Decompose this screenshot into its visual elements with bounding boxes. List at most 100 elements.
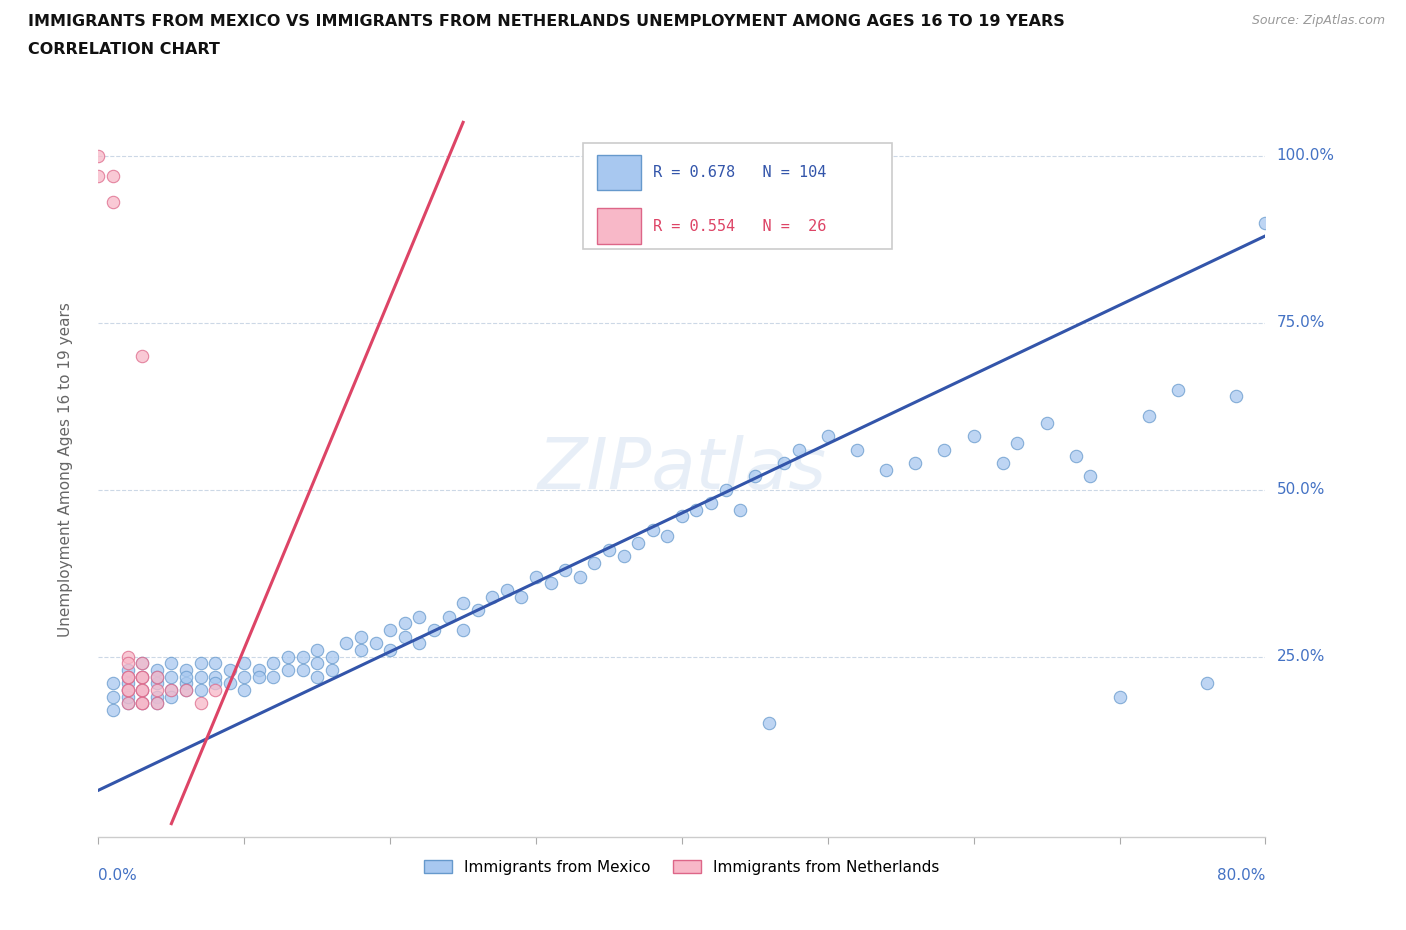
Point xyxy=(773,456,796,471)
Point xyxy=(350,643,373,658)
Text: CORRELATION CHART: CORRELATION CHART xyxy=(28,42,219,57)
Point xyxy=(758,716,780,731)
Point xyxy=(817,429,839,444)
Point xyxy=(146,696,169,711)
Point xyxy=(451,622,474,637)
Point xyxy=(307,656,329,671)
Point xyxy=(131,696,153,711)
Point xyxy=(467,603,489,618)
Text: R = 0.554   N =  26: R = 0.554 N = 26 xyxy=(652,219,827,233)
Point xyxy=(744,469,766,484)
Point xyxy=(101,703,124,718)
Point xyxy=(291,662,314,677)
Point xyxy=(627,536,650,551)
Point xyxy=(117,696,139,711)
Point xyxy=(160,689,183,704)
Point xyxy=(247,662,270,677)
Point xyxy=(160,670,183,684)
Point xyxy=(408,609,430,624)
Point xyxy=(321,662,343,677)
Point xyxy=(117,683,139,698)
Point xyxy=(146,670,169,684)
Point xyxy=(423,622,446,637)
Point xyxy=(685,502,707,517)
Point xyxy=(583,556,606,571)
Text: ZIPatlas: ZIPatlas xyxy=(537,435,827,504)
Point xyxy=(904,456,927,471)
Point xyxy=(174,676,197,691)
Legend: Immigrants from Mexico, Immigrants from Netherlands: Immigrants from Mexico, Immigrants from … xyxy=(418,854,946,881)
Point xyxy=(307,670,329,684)
Point xyxy=(174,662,197,677)
Text: 80.0%: 80.0% xyxy=(1218,868,1265,883)
Text: 0.0%: 0.0% xyxy=(98,868,138,883)
Point xyxy=(277,649,299,664)
Point xyxy=(437,609,460,624)
Point xyxy=(117,696,139,711)
Text: IMMIGRANTS FROM MEXICO VS IMMIGRANTS FROM NETHERLANDS UNEMPLOYMENT AMONG AGES 16: IMMIGRANTS FROM MEXICO VS IMMIGRANTS FRO… xyxy=(28,14,1064,29)
Point xyxy=(787,442,810,457)
Point xyxy=(101,168,124,183)
Point xyxy=(875,462,897,477)
Point xyxy=(1137,409,1160,424)
Point xyxy=(1108,689,1130,704)
Point xyxy=(233,670,256,684)
Point xyxy=(174,683,197,698)
Point xyxy=(991,456,1014,471)
Point xyxy=(1167,382,1189,397)
Point xyxy=(481,589,503,604)
Point xyxy=(598,542,620,557)
Point xyxy=(846,442,869,457)
Point xyxy=(540,576,562,591)
Point xyxy=(364,636,387,651)
Point xyxy=(233,683,256,698)
Point xyxy=(335,636,357,651)
Bar xyxy=(596,208,641,244)
Text: Source: ZipAtlas.com: Source: ZipAtlas.com xyxy=(1251,14,1385,27)
Point xyxy=(204,656,226,671)
Bar xyxy=(596,155,641,191)
Point xyxy=(131,683,153,698)
Point xyxy=(146,676,169,691)
Point xyxy=(1254,215,1277,230)
FancyBboxPatch shape xyxy=(582,142,891,249)
Point xyxy=(131,656,153,671)
Point xyxy=(131,656,153,671)
Point xyxy=(204,670,226,684)
Point xyxy=(131,670,153,684)
Point xyxy=(117,683,139,698)
Point xyxy=(117,649,139,664)
Point xyxy=(174,683,197,698)
Point xyxy=(730,502,752,517)
Point xyxy=(190,696,212,711)
Point xyxy=(612,549,634,564)
Point xyxy=(1195,676,1218,691)
Point xyxy=(218,662,240,677)
Point xyxy=(350,630,373,644)
Point xyxy=(131,349,153,364)
Point xyxy=(291,649,314,664)
Point xyxy=(1064,449,1087,464)
Point xyxy=(101,689,124,704)
Point xyxy=(1035,416,1057,431)
Point xyxy=(657,529,679,544)
Point xyxy=(321,649,343,664)
Text: 100.0%: 100.0% xyxy=(1277,148,1334,164)
Point xyxy=(277,662,299,677)
Point xyxy=(87,148,110,163)
Point xyxy=(307,643,329,658)
Point xyxy=(641,523,664,538)
Point xyxy=(146,662,169,677)
Point xyxy=(174,670,197,684)
Point xyxy=(131,696,153,711)
Point xyxy=(247,670,270,684)
Point xyxy=(451,596,474,611)
Point xyxy=(568,569,591,584)
Point xyxy=(671,509,693,524)
Point xyxy=(160,683,183,698)
Point xyxy=(1007,435,1029,450)
Text: 75.0%: 75.0% xyxy=(1277,315,1324,330)
Point xyxy=(1080,469,1102,484)
Point xyxy=(117,670,139,684)
Point xyxy=(117,689,139,704)
